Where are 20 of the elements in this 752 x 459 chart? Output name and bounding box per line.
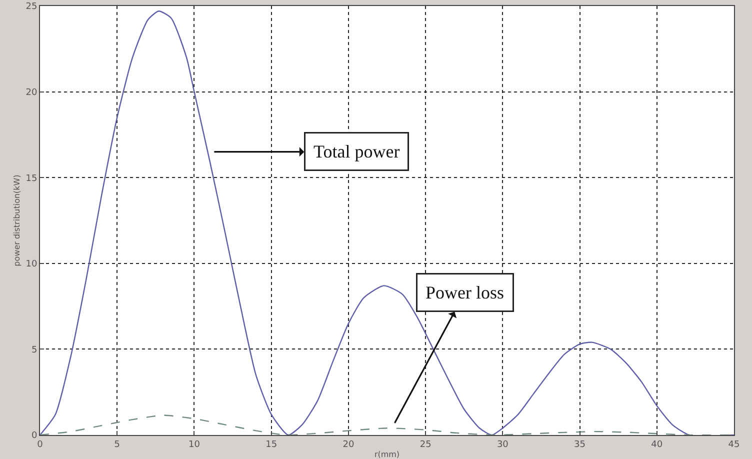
y-tick-label: 10 — [26, 260, 38, 270]
y-tick-label: 25 — [26, 2, 38, 12]
x-axis-title: r(mm) — [374, 450, 400, 459]
x-tick-label: 45 — [728, 440, 740, 450]
y-axis-title: power distribution(kW) — [12, 174, 22, 266]
y-tick-label: 0 — [31, 431, 38, 442]
annotation: Total power — [314, 142, 400, 162]
x-tick-label: 25 — [420, 440, 432, 450]
x-tick-label: 35 — [574, 440, 586, 450]
x-tick-label: 5 — [114, 440, 120, 450]
x-tick-label: 40 — [651, 440, 663, 450]
y-tick-label: 5 — [31, 345, 38, 356]
x-tick-label: 15 — [266, 440, 278, 450]
y-tick-label: 20 — [26, 88, 38, 98]
x-tick-label: 10 — [188, 440, 200, 450]
x-tick-label: 20 — [342, 440, 354, 450]
annotation: Power loss — [426, 282, 504, 302]
x-tick-label: 30 — [496, 440, 509, 450]
line-series — [40, 10, 734, 435]
y-tick-label: 15 — [26, 174, 38, 184]
